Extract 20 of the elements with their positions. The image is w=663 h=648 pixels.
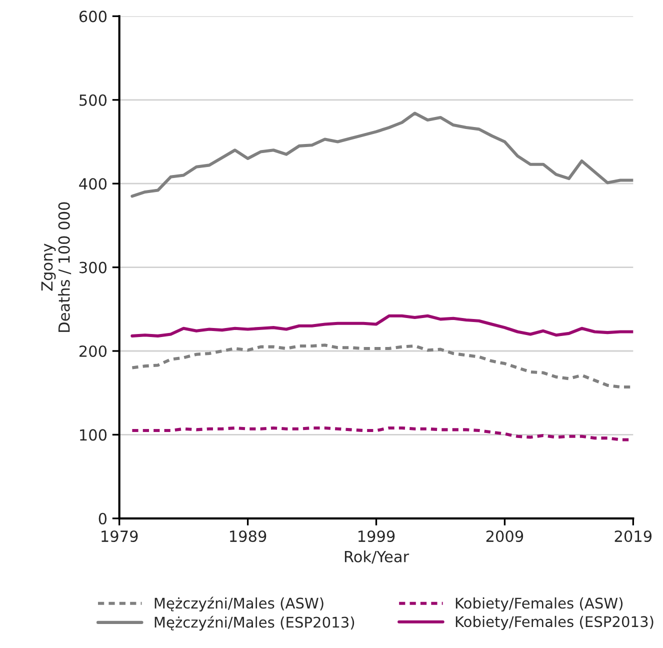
legend-label: Mężczyźni/Males (ESP2013)	[154, 616, 354, 631]
x-tick-label: 2009	[486, 530, 524, 542]
x-tick-label: 1989	[230, 530, 266, 542]
legend-label: Kobiety/Females (ASW)	[456, 597, 623, 612]
x-tick-label: 2019	[614, 530, 652, 542]
legend-label: Kobiety/Females (ESP2013)	[456, 616, 654, 630]
y-tick-label: 100	[80, 429, 107, 441]
y-tick-label: 300	[80, 262, 107, 274]
y-tick-label: 0	[98, 512, 107, 524]
y-tick-label: 400	[79, 178, 107, 190]
line-series	[130, 314, 634, 338]
x-tick-label: 1999	[358, 530, 395, 542]
y-tick-label: 600	[79, 10, 107, 22]
x-tick-label: 1979	[102, 530, 138, 542]
y-tick-label: 200	[79, 345, 107, 358]
y-tick-label: 500	[80, 94, 107, 106]
line-series	[130, 112, 634, 198]
y-axis-title: Zgony Deaths / 100 000	[41, 202, 72, 332]
x-axis-title: Rok/Year	[344, 550, 410, 564]
legend-label: Mężczyźni/Males (ASW)	[154, 596, 324, 612]
